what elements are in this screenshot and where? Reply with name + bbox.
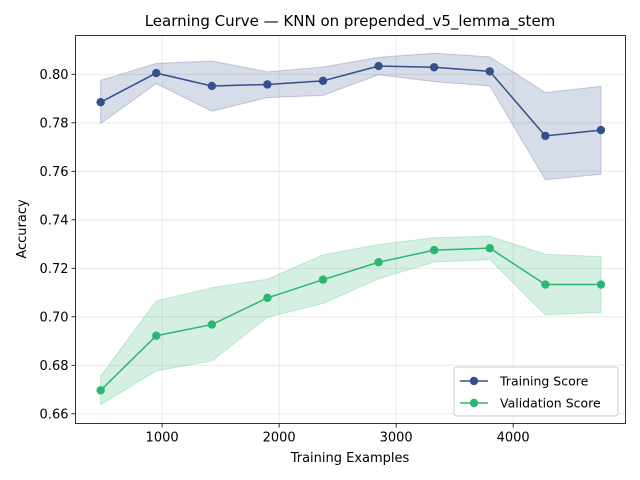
x-tick-label: 3000 — [380, 431, 413, 446]
training-score-legend-label: Training Score — [499, 374, 589, 389]
training-score-point — [263, 80, 272, 89]
validation-score-point — [485, 243, 494, 253]
validation-score-point — [374, 258, 383, 267]
training-score-band — [100, 52, 602, 181]
y-tick-label: 0.68 — [40, 359, 69, 374]
y-axis-label: Accuracy — [15, 199, 30, 259]
training-score-point — [541, 131, 550, 141]
y-tick-label: 0.70 — [40, 310, 69, 325]
y-tick-label: 0.80 — [40, 68, 69, 83]
y-tick-label: 0.78 — [40, 116, 69, 131]
validation-score-legend-label: Validation Score — [500, 396, 601, 411]
legend: Training Score Validation Score — [453, 366, 619, 417]
training-score-point — [485, 67, 494, 76]
series-markers — [96, 61, 606, 395]
validation-score-point — [541, 280, 550, 289]
confidence-bands — [100, 52, 602, 406]
training-score-point — [207, 81, 217, 91]
x-axis-ticks: 1000 2000 3000 4000 — [146, 423, 530, 446]
plot-frame — [75, 35, 626, 424]
training-score-point — [374, 61, 383, 71]
training-score-point — [318, 76, 328, 86]
training-score-line — [100, 65, 602, 137]
validation-score-legend-marker — [469, 398, 479, 408]
y-tick-label: 0.72 — [40, 262, 69, 277]
x-tick-label: 2000 — [263, 431, 296, 446]
validation-score-point — [429, 245, 439, 255]
grid-lines — [75, 35, 626, 424]
training-score-point — [429, 63, 439, 72]
series-lines — [100, 65, 602, 391]
y-tick-label: 0.66 — [40, 407, 69, 422]
x-axis-label: Training Examples — [290, 451, 410, 466]
chart-title: Learning Curve — KNN on prepended_v5_lem… — [145, 12, 556, 31]
x-tick-label: 4000 — [497, 431, 530, 446]
validation-score-point — [263, 293, 272, 303]
training-score-point — [152, 68, 161, 78]
training-score-legend-marker — [469, 376, 479, 386]
y-axis-ticks: 0.66 0.68 0.70 0.72 0.74 0.76 0.78 0.80 — [40, 68, 76, 422]
training-score-point — [596, 125, 606, 135]
validation-score-line — [100, 247, 601, 391]
validation-score-point — [96, 386, 105, 395]
training-score-point — [96, 97, 105, 107]
validation-score-band — [100, 235, 602, 406]
validation-score-point — [152, 331, 161, 340]
y-tick-label: 0.74 — [40, 213, 69, 228]
y-tick-label: 0.76 — [40, 165, 69, 180]
x-tick-label: 1000 — [146, 431, 179, 446]
legend-box — [453, 366, 619, 417]
validation-score-point — [318, 275, 328, 284]
validation-score-point — [207, 320, 217, 329]
validation-score-point — [596, 280, 606, 289]
